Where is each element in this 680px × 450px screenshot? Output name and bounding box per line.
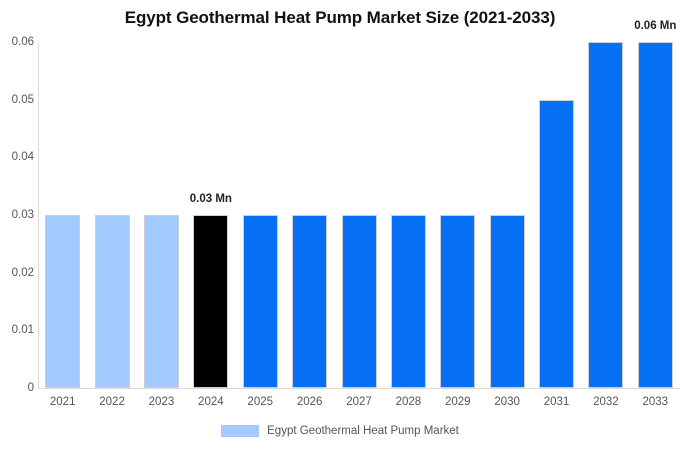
bar-slot — [143, 42, 179, 388]
y-axis-tick-label: 0.01 — [11, 324, 34, 337]
chart-legend: Egypt Geothermal Heat Pump Market — [0, 425, 680, 437]
x-axis-tick-label: 2022 — [99, 396, 125, 408]
x-axis-tick-label: 2023 — [148, 396, 175, 408]
y-axis-tick-label: 0.06 — [11, 36, 34, 48]
bar-slot — [94, 42, 130, 388]
bar-slot — [489, 42, 525, 388]
bar-2031[interactable] — [539, 99, 575, 388]
x-axis-tick-label: 2028 — [395, 396, 422, 408]
y-axis-tick-label: 0 — [27, 382, 34, 394]
bar-value-label-2033: 0.06 Mn — [634, 20, 677, 32]
y-axis-tick-labels: 0 0.01 0.02 0.03 0.04 0.05 0.06 — [0, 0, 34, 450]
bar-slot — [637, 42, 673, 388]
x-axis-tick-label: 2024 — [198, 396, 224, 408]
bar-2028[interactable] — [390, 215, 426, 388]
bar-2033[interactable] — [637, 42, 673, 388]
bar-value-label-2024: 0.03 Mn — [189, 193, 232, 205]
bar-slot — [539, 42, 575, 388]
legend-label-egypt-geothermal-heat-pump-market: Egypt Geothermal Heat Pump Market — [267, 425, 459, 437]
bar-slot — [45, 42, 81, 388]
x-axis-line — [38, 388, 680, 389]
bar-2022[interactable] — [94, 215, 130, 388]
bar-2029[interactable] — [440, 215, 476, 388]
x-axis-tick-label: 2027 — [346, 396, 372, 408]
plot-area — [38, 42, 680, 388]
x-axis-tick-label: 2033 — [642, 396, 669, 408]
chart-title: Egypt Geothermal Heat Pump Market Size (… — [124, 8, 556, 27]
x-axis-tick-label: 2030 — [494, 396, 520, 408]
bar-2026[interactable] — [292, 215, 328, 388]
bar-2025[interactable] — [242, 215, 278, 388]
bar-2032[interactable] — [588, 42, 624, 388]
x-axis-tick-label: 2025 — [247, 396, 274, 408]
x-axis-tick-label: 2031 — [543, 396, 570, 408]
x-axis-tick-label: 2021 — [49, 396, 76, 408]
x-axis-tick-label: 2029 — [444, 396, 471, 408]
bar-slot — [588, 42, 624, 388]
bar-slot — [440, 42, 476, 388]
bar-slot — [292, 42, 328, 388]
bar-slot — [242, 42, 278, 388]
x-axis-tick-label: 2026 — [296, 396, 323, 408]
bar-2023[interactable] — [143, 215, 179, 388]
bar-2027[interactable] — [341, 215, 377, 388]
y-axis-line — [38, 42, 39, 389]
y-axis-tick-label: 0.03 — [11, 209, 34, 221]
legend-swatch-egypt-geothermal-heat-pump-market — [221, 425, 260, 437]
x-axis-tick-label: 2032 — [593, 396, 619, 408]
bar-slot — [341, 42, 377, 388]
bar-2024[interactable] — [193, 215, 229, 388]
bar-slot — [193, 42, 229, 388]
y-axis-tick-label: 0.02 — [11, 266, 34, 279]
y-axis-tick-label: 0.04 — [11, 151, 34, 164]
y-axis-tick-label: 0.05 — [11, 93, 34, 106]
bar-2021[interactable] — [45, 215, 81, 388]
bar-2030[interactable] — [489, 215, 525, 388]
bar-slot — [390, 42, 426, 388]
